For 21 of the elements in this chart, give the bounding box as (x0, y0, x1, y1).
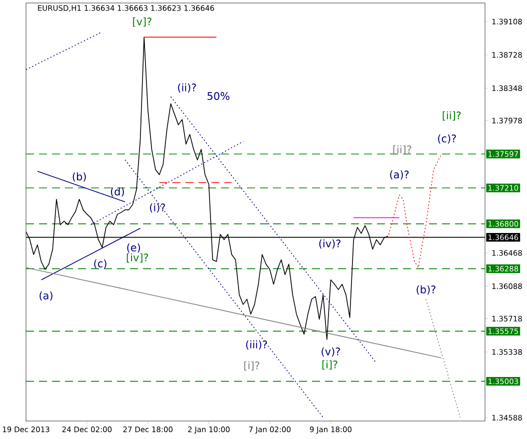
annotation: (v)? (322, 347, 340, 357)
annotation: (d) (110, 187, 124, 197)
annotation: [iv]? (126, 253, 148, 263)
annotation: (iv)? (319, 239, 340, 249)
annotation: (ii)? (178, 83, 196, 93)
annotation: (iii)? (246, 340, 267, 350)
annotation: (b)? (416, 285, 436, 295)
annotation: (e) (127, 243, 140, 253)
annotation: (c)? (438, 134, 456, 144)
annotation: [v]? (133, 17, 152, 27)
annotation: (a) (40, 291, 52, 301)
annotation: [ii]? (393, 145, 412, 155)
annotation: (b) (72, 172, 86, 182)
annotation: [ii]? (442, 111, 461, 121)
annotation: 50% (208, 92, 230, 100)
annotation: [i]? (244, 361, 260, 371)
annotation: (i)? (150, 203, 165, 213)
annotation: (a)? (390, 170, 409, 180)
annotation: (c) (94, 259, 106, 269)
annotation: [i]? (322, 360, 338, 370)
line-series (387, 154, 442, 268)
